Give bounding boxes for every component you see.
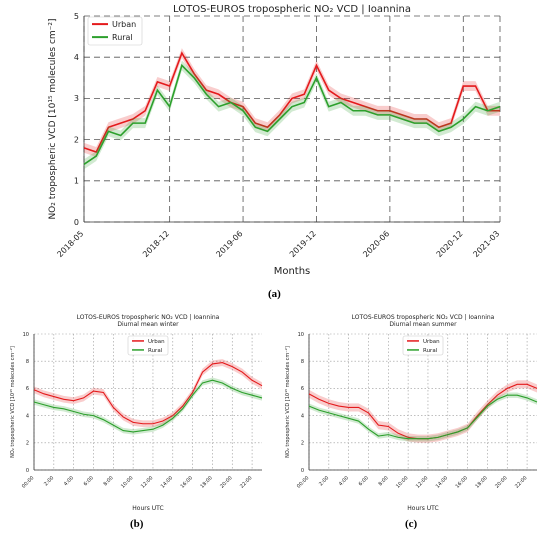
b-title: LOTOS-EUROS tropospheric NO₂ VCD | Ioann… (77, 314, 220, 321)
a-ytick-label: 2 (74, 135, 79, 144)
b-ylabel: NO₂ tropospheric VCD [10¹⁵ molecules cm⁻… (10, 346, 16, 458)
c-line-rural (308, 394, 538, 440)
b-xtick-label: 00:00 (21, 475, 35, 489)
a-band-rural (84, 60, 500, 170)
a-line-rural (83, 63, 501, 165)
c-xtick-label: 10:00 (395, 475, 409, 489)
a-ytick-label: 3 (74, 94, 79, 103)
c-xtick-label: 20:00 (494, 475, 508, 489)
b-xtick-label: 8:00 (103, 475, 115, 487)
a-legend: Urban Rural (87, 16, 143, 46)
b-ytick-label: 8 (26, 359, 29, 365)
a-xtick-label: 2021-03 (471, 229, 501, 259)
c-xtick-label: 2:00 (318, 475, 330, 487)
a-xtick-label: 2020-12 (435, 229, 465, 259)
b-ytick-label: 6 (26, 386, 29, 392)
b-xtick-label: 22:00 (239, 475, 253, 489)
a-legend-label-rural: Rural (112, 33, 133, 42)
c-ytick-label: 0 (301, 468, 304, 474)
c-title: LOTOS-EUROS tropospheric NO₂ VCD | Ioann… (352, 314, 495, 321)
b-xtick-label: 4:00 (63, 475, 75, 487)
c-ytick-label: 6 (301, 386, 304, 392)
a-ylabel: NO₂ tropospheric VCD [10¹⁵ molecules cm⁻… (48, 18, 58, 219)
a-ytick-label: 0 (74, 218, 79, 227)
a-xtick-label: 2019-06 (214, 229, 244, 259)
b-xtick-label: 20:00 (219, 475, 233, 489)
c-xlabel: Hours UTC (407, 505, 438, 512)
c-ytick-label: 2 (301, 441, 304, 447)
c-band-rural (309, 392, 537, 442)
a-ytick-label: 4 (74, 53, 79, 62)
b-legend-label-urban: Urban (148, 339, 165, 345)
c-legend-label-urban: Urban (423, 339, 440, 345)
b-xtick-label: 10:00 (120, 475, 134, 489)
c-xtick-label: 12:00 (415, 475, 429, 489)
b-xtick-label: 2:00 (43, 475, 55, 487)
c-xtick-label: 18:00 (474, 475, 488, 489)
b-line-urban (33, 361, 263, 425)
caption-b: (b) (130, 518, 144, 530)
b-xlabel: Hours UTC (132, 505, 163, 512)
b-xtick-label: 14:00 (160, 475, 174, 489)
c-xtick-label: 6:00 (358, 475, 370, 487)
b-subtitle: Diurnal mean winter (117, 321, 179, 328)
b-xtick-label: 18:00 (199, 475, 213, 489)
a-xtick-label: 2018-05 (55, 229, 85, 259)
c-legend-label-rural: Rural (423, 348, 438, 354)
a-title: LOTOS-EUROS tropospheric NO₂ VCD | Ioann… (173, 4, 411, 15)
c-ytick-label: 8 (301, 359, 304, 365)
c-legend: Urban Rural (402, 335, 444, 356)
a-xlabel: Months (274, 266, 311, 277)
b-xtick-label: 16:00 (180, 475, 194, 489)
a-xtick-label: 2018-12 (141, 229, 171, 259)
a-line-urban (83, 51, 500, 153)
a-xtick-label: 2020-06 (361, 229, 391, 259)
b-legend: Urban Rural (127, 335, 169, 356)
a-ytick-label: 1 (74, 177, 79, 186)
c-ylabel: NO₂ tropospheric VCD [10¹⁵ molecules cm⁻… (285, 346, 291, 458)
b-xtick-label: 6:00 (83, 475, 95, 487)
c-xtick-label: 22:00 (514, 475, 528, 489)
chart-c: LOTOS-EUROS tropospheric NO₂ VCD | Ioann… (285, 314, 538, 512)
a-xtick-label: 2019-12 (288, 229, 318, 259)
c-ytick-label: 10 (298, 332, 304, 338)
caption-a: (a) (268, 288, 281, 300)
chart-a: LOTOS-EUROS tropospheric NO₂ VCD | Ioann… (48, 4, 501, 277)
c-xtick-label: 8:00 (378, 475, 390, 487)
a-band-urban (84, 48, 500, 157)
a-legend-label-urban: Urban (112, 20, 136, 29)
a-ytick-label: 5 (74, 12, 79, 21)
b-ytick-label: 10 (23, 332, 29, 338)
c-ytick-label: 4 (301, 413, 304, 419)
c-xtick-label: 14:00 (435, 475, 449, 489)
b-line-rural (33, 379, 263, 433)
b-band-urban (34, 359, 262, 428)
b-ytick-label: 2 (26, 441, 29, 447)
c-xtick-label: 4:00 (338, 475, 350, 487)
chart-b: LOTOS-EUROS tropospheric NO₂ VCD | Ioann… (10, 314, 263, 512)
caption-c: (c) (405, 518, 418, 530)
b-xtick-label: 12:00 (140, 475, 154, 489)
b-ytick-label: 4 (26, 413, 29, 419)
b-ytick-label: 0 (26, 468, 29, 474)
c-xtick-label: 16:00 (455, 475, 469, 489)
c-band-urban (309, 380, 537, 443)
c-xtick-label: 00:00 (296, 475, 310, 489)
c-subtitle: Diurnal mean summer (389, 321, 457, 328)
b-legend-label-rural: Rural (148, 348, 163, 354)
